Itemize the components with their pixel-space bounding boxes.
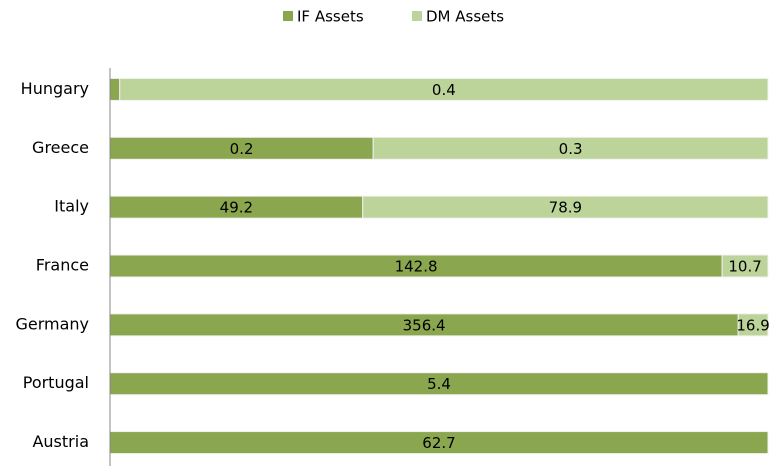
data-label: 49.2 bbox=[220, 199, 253, 217]
bar-segment bbox=[119, 77, 769, 101]
data-label: 0.2 bbox=[230, 140, 254, 158]
data-label: 0.3 bbox=[559, 140, 583, 158]
bar-segment bbox=[109, 77, 121, 101]
data-label: 142.8 bbox=[395, 258, 438, 276]
legend-swatch bbox=[283, 11, 293, 21]
data-label: 62.7 bbox=[422, 434, 455, 452]
bar-segment bbox=[372, 136, 769, 160]
bar-segment bbox=[362, 195, 769, 219]
data-label: 10.7 bbox=[728, 258, 761, 276]
y-tick-label: Greece bbox=[32, 138, 89, 157]
y-tick-label: France bbox=[36, 256, 89, 275]
y-tick-label: Italy bbox=[54, 197, 89, 216]
legend-label: DM Assets bbox=[426, 8, 504, 26]
legend-label: IF Assets bbox=[297, 8, 364, 26]
y-tick-label: Portugal bbox=[23, 373, 89, 392]
data-label: 0.4 bbox=[432, 81, 456, 99]
bar-segment bbox=[721, 254, 769, 278]
legend-swatch bbox=[412, 11, 422, 21]
data-label: 16.9 bbox=[736, 316, 769, 334]
data-label: 356.4 bbox=[403, 316, 446, 334]
data-label: 5.4 bbox=[427, 375, 451, 393]
data-label: 78.9 bbox=[549, 199, 582, 217]
y-tick-label: Hungary bbox=[21, 79, 89, 98]
bar-segment bbox=[737, 313, 769, 337]
y-tick-label: Austria bbox=[32, 432, 89, 451]
y-tick-label: Germany bbox=[15, 314, 89, 333]
